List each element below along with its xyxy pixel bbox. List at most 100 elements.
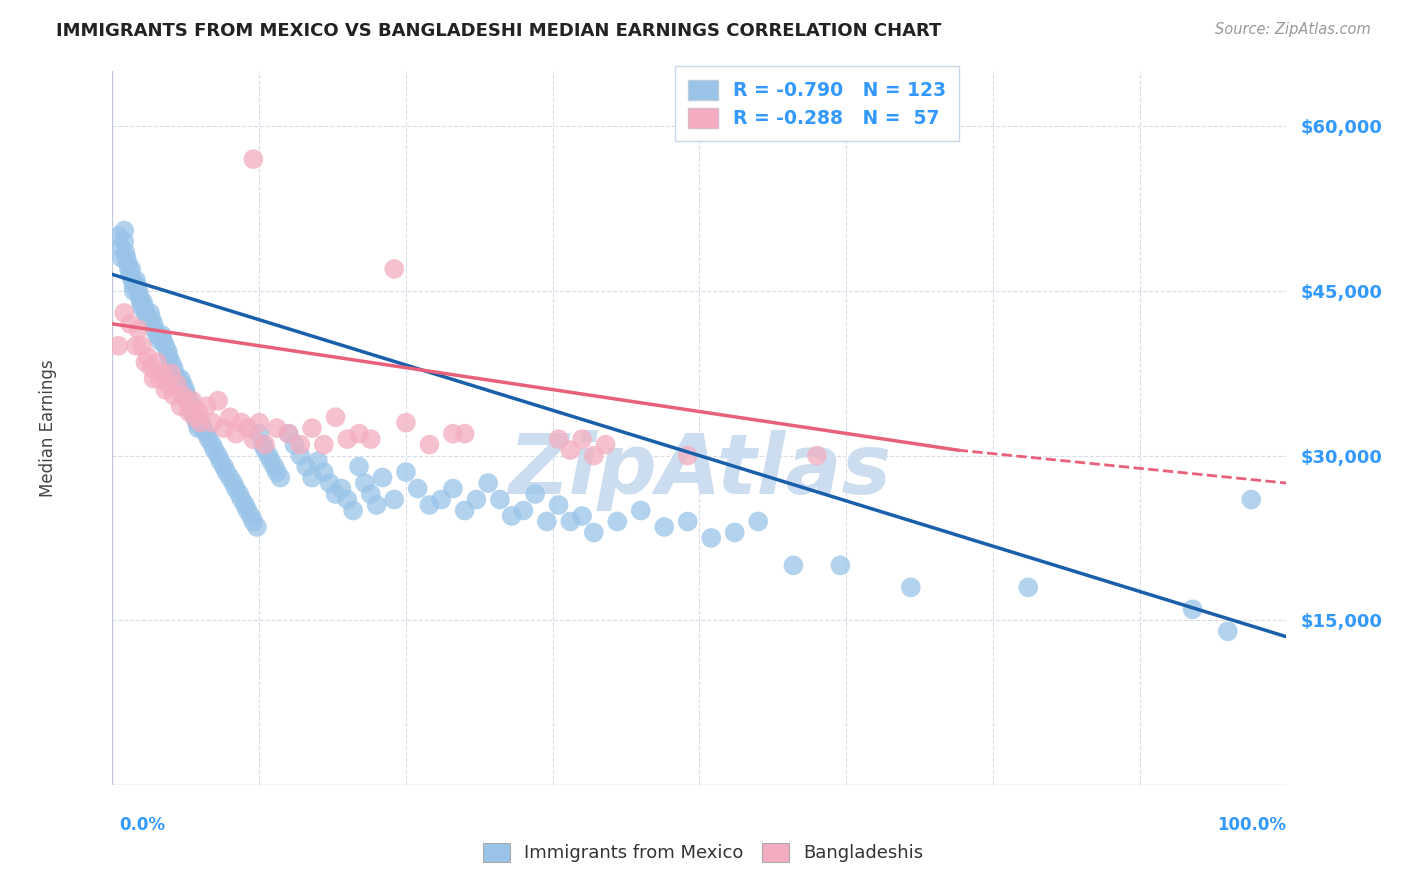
- Point: [290, 449, 312, 463]
- Point: [111, 251, 134, 265]
- Point: [406, 482, 429, 496]
- Point: [155, 383, 177, 397]
- Point: [177, 405, 200, 419]
- Point: [700, 531, 723, 545]
- Point: [382, 262, 405, 277]
- Point: [146, 355, 169, 369]
- Point: [225, 426, 247, 441]
- Point: [330, 482, 353, 496]
- Point: [157, 350, 180, 364]
- Point: [489, 492, 512, 507]
- Point: [325, 487, 347, 501]
- Point: [547, 498, 569, 512]
- Point: [169, 399, 191, 413]
- Point: [207, 393, 229, 408]
- Point: [181, 405, 204, 419]
- Text: Median Earnings: Median Earnings: [39, 359, 56, 497]
- Point: [114, 245, 136, 260]
- Point: [301, 470, 323, 484]
- Point: [219, 470, 242, 484]
- Point: [162, 388, 184, 402]
- Point: [136, 350, 159, 364]
- Point: [142, 317, 165, 331]
- Point: [560, 515, 582, 529]
- Point: [418, 498, 440, 512]
- Point: [222, 476, 245, 491]
- Point: [180, 399, 202, 413]
- Point: [247, 416, 270, 430]
- Point: [325, 410, 347, 425]
- Point: [174, 383, 197, 397]
- Point: [212, 459, 235, 474]
- Point: [115, 251, 138, 265]
- Point: [269, 470, 291, 484]
- Point: [582, 449, 605, 463]
- Point: [155, 339, 177, 353]
- Point: [242, 515, 264, 529]
- Point: [169, 377, 191, 392]
- Point: [441, 482, 464, 496]
- Text: ZipAtlas: ZipAtlas: [508, 431, 891, 511]
- Point: [176, 388, 198, 402]
- Point: [246, 520, 269, 534]
- Point: [212, 421, 235, 435]
- Point: [806, 449, 828, 463]
- Point: [263, 459, 285, 474]
- Point: [204, 443, 226, 458]
- Point: [595, 437, 617, 451]
- Point: [143, 322, 166, 336]
- Legend: Immigrants from Mexico, Bangladeshis: Immigrants from Mexico, Bangladeshis: [475, 836, 931, 870]
- Point: [900, 580, 922, 594]
- Point: [120, 262, 142, 277]
- Text: IMMIGRANTS FROM MEXICO VS BANGLADESHI MEDIAN EARNINGS CORRELATION CHART: IMMIGRANTS FROM MEXICO VS BANGLADESHI ME…: [56, 22, 942, 40]
- Point: [150, 327, 173, 342]
- Point: [312, 437, 335, 451]
- Point: [342, 503, 364, 517]
- Point: [215, 465, 238, 479]
- Text: 0.0%: 0.0%: [120, 816, 166, 834]
- Point: [134, 355, 156, 369]
- Point: [257, 449, 280, 463]
- Point: [136, 311, 159, 326]
- Point: [148, 372, 170, 386]
- Point: [131, 301, 153, 315]
- Text: Source: ZipAtlas.com: Source: ZipAtlas.com: [1215, 22, 1371, 37]
- Point: [453, 426, 475, 441]
- Point: [209, 454, 232, 468]
- Point: [146, 327, 169, 342]
- Point: [148, 334, 170, 348]
- Point: [347, 459, 370, 474]
- Point: [371, 470, 394, 484]
- Point: [295, 459, 318, 474]
- Point: [782, 558, 804, 573]
- Point: [307, 454, 329, 468]
- Point: [652, 520, 675, 534]
- Point: [240, 508, 263, 523]
- Point: [336, 432, 359, 446]
- Point: [225, 482, 247, 496]
- Point: [630, 503, 652, 517]
- Point: [247, 426, 270, 441]
- Point: [536, 515, 558, 529]
- Point: [195, 426, 218, 441]
- Point: [524, 487, 547, 501]
- Point: [152, 366, 174, 380]
- Point: [571, 432, 593, 446]
- Point: [233, 498, 256, 512]
- Point: [120, 268, 142, 282]
- Point: [277, 426, 299, 441]
- Point: [547, 432, 569, 446]
- Point: [131, 339, 153, 353]
- Point: [277, 426, 299, 441]
- Point: [747, 515, 769, 529]
- Point: [571, 508, 593, 523]
- Point: [252, 437, 274, 451]
- Point: [127, 284, 149, 298]
- Point: [441, 426, 464, 441]
- Point: [186, 416, 208, 430]
- Text: 100.0%: 100.0%: [1218, 816, 1286, 834]
- Point: [183, 410, 205, 425]
- Point: [236, 503, 259, 517]
- Point: [122, 278, 145, 293]
- Point: [112, 223, 135, 237]
